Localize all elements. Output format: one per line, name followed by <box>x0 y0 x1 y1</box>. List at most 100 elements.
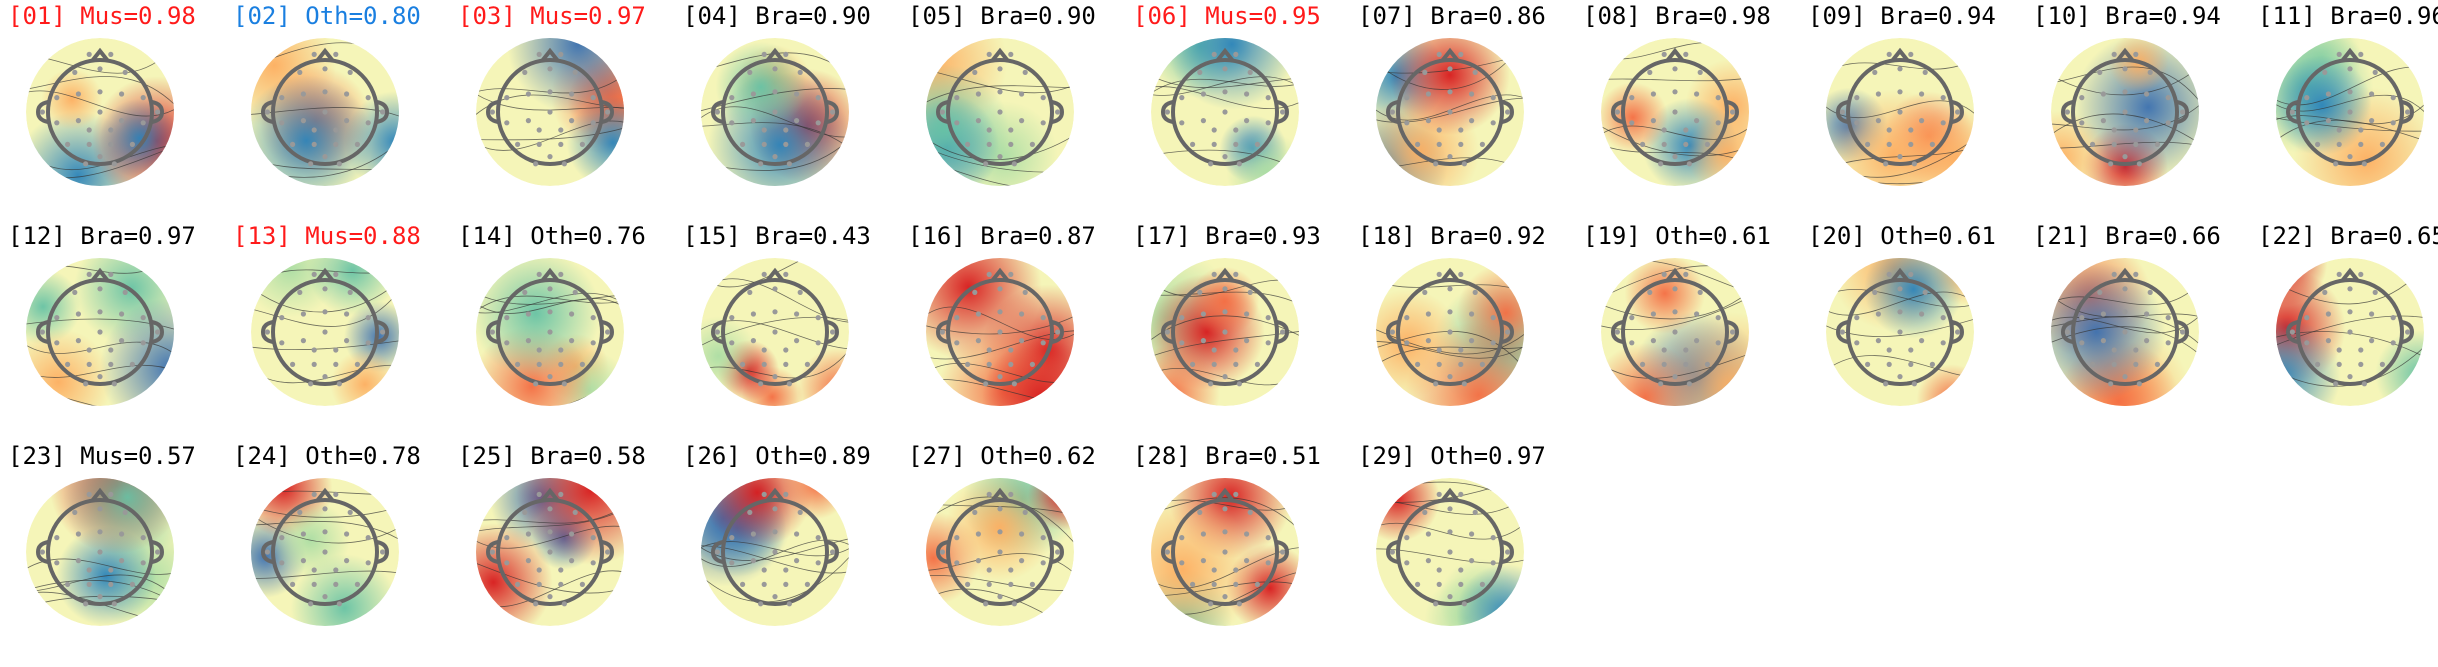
electrode-dot <box>365 315 371 321</box>
electrode-dot <box>1244 91 1250 97</box>
electrode-dot <box>1694 338 1700 344</box>
electrode-dot <box>72 69 78 75</box>
electrode-dot <box>2133 271 2139 277</box>
electrode-dot <box>1614 329 1620 335</box>
electrode-dot <box>1211 581 1217 587</box>
electrode-dot <box>1940 315 1946 321</box>
head-outline <box>2071 278 2179 386</box>
electrode-dot <box>714 549 720 555</box>
electrode-dot <box>2304 340 2310 346</box>
electrode-dot <box>1704 361 1710 367</box>
electrode-dot <box>1008 347 1014 353</box>
topomap-cell: [06] Mus=0.95 <box>1133 2 1343 212</box>
head-outline <box>721 498 829 606</box>
electrode-dot <box>605 109 611 115</box>
electrode-dot <box>1908 271 1914 277</box>
electrode-dot <box>954 95 960 101</box>
scalp-topomap <box>2051 258 2199 406</box>
electrode-dot <box>1244 558 1250 564</box>
electrode-dot <box>815 95 821 101</box>
electrode-dot <box>786 381 792 387</box>
electrode-dot <box>729 340 735 346</box>
electrode-dot <box>533 381 539 387</box>
electrode-dot <box>86 347 92 353</box>
ear-mark <box>151 100 165 124</box>
electrode-dot <box>1389 109 1395 115</box>
topomap-cell: [02] Oth=0.80 <box>233 2 443 212</box>
electrode-dot <box>997 309 1003 315</box>
nose-mark <box>2115 267 2135 283</box>
electrode-dot <box>569 338 575 344</box>
electrode-dot <box>1629 315 1635 321</box>
electrode-dot <box>1022 289 1028 295</box>
electrode-dot <box>536 581 542 587</box>
electrode-dot <box>1672 109 1678 115</box>
electrode-dot <box>1433 381 1439 387</box>
electrode-dot <box>954 560 960 566</box>
electrode-dot <box>2361 381 2367 387</box>
electrode-dot <box>772 89 778 95</box>
electrode-dot <box>1190 361 1196 367</box>
electrode-dot <box>772 309 778 315</box>
head-outline <box>496 498 604 606</box>
electrode-dot <box>1436 271 1442 277</box>
electrode-dot <box>547 529 553 535</box>
electrode-dot <box>2165 340 2171 346</box>
electrode-dot <box>2122 374 2128 380</box>
electrode-dot <box>122 509 128 515</box>
electrode-dot <box>2390 315 2396 321</box>
electrode-dot <box>830 549 836 555</box>
electrode-dot <box>772 154 778 160</box>
scalp-topomap <box>26 258 174 406</box>
electrode-dot <box>300 91 306 97</box>
electrode-dot <box>2122 329 2128 335</box>
electrode-dot <box>2358 51 2364 58</box>
electrode-dot <box>590 535 596 541</box>
topomap-cell: [22] Bra=0.65 <box>2258 222 2438 432</box>
ear-mark <box>260 320 274 344</box>
electrode-dot <box>2336 51 2342 58</box>
electrode-dot <box>525 338 531 344</box>
electrode-dot <box>311 361 317 367</box>
electrode-dot <box>333 347 339 353</box>
electrode-dot <box>129 141 135 147</box>
electrode-dot <box>75 558 81 564</box>
nose-mark <box>765 267 785 283</box>
electrode-dot <box>1629 120 1635 126</box>
electrode-dot <box>954 120 960 126</box>
electrode-dot <box>311 567 317 573</box>
ear-mark <box>1501 320 1515 344</box>
electrode-dot <box>579 141 585 147</box>
topomap-cell: [19] Oth=0.61 <box>1583 222 1793 432</box>
scalp-topomap <box>926 478 1074 626</box>
electrode-dot <box>1908 51 1914 58</box>
electrode-dot <box>2079 340 2085 346</box>
electrode-dot <box>547 506 553 512</box>
electrode-dot <box>2180 109 2186 115</box>
ear-mark <box>2285 320 2299 344</box>
electrode-dot <box>2405 329 2411 335</box>
electrode-dot <box>761 51 767 58</box>
electrode-dot <box>815 535 821 541</box>
electrode-dot <box>1447 286 1453 292</box>
electrode-dot <box>322 549 328 555</box>
electrode-dot <box>986 361 992 367</box>
head-outline <box>271 498 379 606</box>
head-outline <box>1396 498 1504 606</box>
electrode-dot <box>140 315 146 321</box>
scalp-topomap <box>1376 258 1524 406</box>
electrode-dot <box>1839 329 1845 335</box>
electrode-dot <box>547 154 553 160</box>
electrode-dot <box>1447 506 1453 512</box>
scalp-topomap <box>476 258 624 406</box>
ear-mark <box>1610 320 1624 344</box>
electrode-dot <box>740 581 746 587</box>
electrode-dot <box>1447 154 1453 160</box>
nose-mark <box>315 47 335 63</box>
electrode-dot <box>1040 535 1046 541</box>
component-label: [11] Bra=0.96 <box>2258 2 2438 30</box>
scalp-topomap <box>2276 258 2424 406</box>
electrode-dot <box>1472 69 1478 75</box>
electrode-dot <box>264 549 270 555</box>
electrode-dot <box>1008 491 1014 497</box>
